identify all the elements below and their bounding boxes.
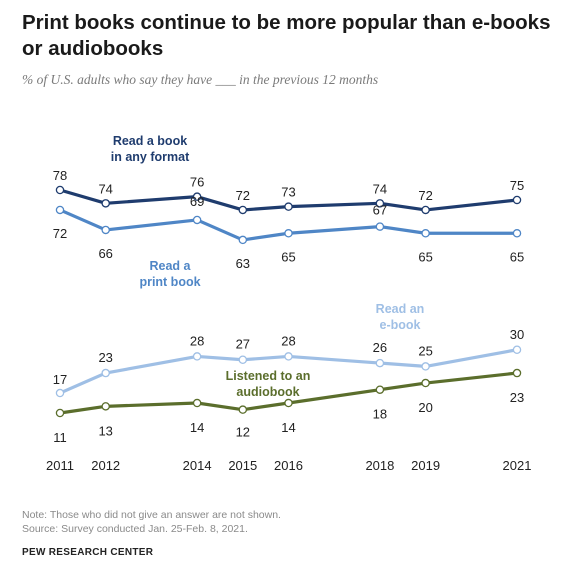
data-label-3-7: 23 bbox=[510, 390, 524, 405]
data-label-2-4: 28 bbox=[281, 333, 295, 348]
data-point-3-1 bbox=[101, 402, 110, 411]
data-label-1-3: 63 bbox=[236, 256, 250, 271]
chart-note: Note: Those who did not give an answer a… bbox=[22, 509, 281, 521]
data-point-2-6 bbox=[421, 362, 430, 371]
data-label-1-0: 72 bbox=[53, 226, 67, 241]
data-label-0-7: 75 bbox=[510, 178, 524, 193]
series-label-0-1: in any format bbox=[111, 150, 190, 164]
data-point-0-3 bbox=[238, 205, 248, 215]
data-point-3-6 bbox=[421, 378, 430, 388]
data-label-0-4: 73 bbox=[281, 185, 295, 200]
data-label-3-2: 14 bbox=[190, 420, 204, 435]
data-label-1-6: 65 bbox=[418, 249, 432, 264]
data-label-3-6: 20 bbox=[418, 400, 432, 415]
data-point-0-2 bbox=[192, 192, 202, 201]
x-tick-label-2: 2014 bbox=[183, 458, 212, 473]
series-line-0 bbox=[58, 188, 519, 212]
data-point-0-5 bbox=[375, 199, 385, 208]
data-label-3-5: 18 bbox=[373, 407, 387, 422]
series-line-1 bbox=[58, 208, 519, 242]
data-label-3-0: 11 bbox=[53, 430, 67, 445]
data-point-2-4 bbox=[284, 352, 293, 361]
data-label-0-2: 76 bbox=[190, 175, 204, 190]
series-label-1-0: Read a bbox=[150, 259, 192, 273]
data-point-0-7 bbox=[512, 195, 522, 205]
data-label-3-4: 14 bbox=[281, 420, 295, 435]
data-point-2-5 bbox=[375, 358, 385, 368]
data-point-2-7 bbox=[512, 345, 522, 355]
data-point-1-3 bbox=[238, 235, 248, 245]
data-label-2-5: 26 bbox=[373, 340, 387, 355]
x-tick-label-6: 2019 bbox=[411, 458, 440, 473]
brand-logo-text: PEW RESEARCH CENTER bbox=[22, 547, 154, 558]
series-label-1-1: print book bbox=[139, 275, 200, 289]
chart-subtitle: % of U.S. adults who say they have ___ i… bbox=[22, 72, 379, 87]
series-line-2 bbox=[58, 348, 519, 395]
data-label-2-2: 28 bbox=[190, 333, 204, 348]
data-label-0-5: 74 bbox=[373, 181, 387, 196]
data-label-0-3: 72 bbox=[236, 188, 250, 203]
data-point-3-5 bbox=[375, 385, 385, 394]
series-line-3 bbox=[58, 371, 519, 415]
data-point-0-6 bbox=[421, 205, 430, 215]
data-point-1-6 bbox=[421, 229, 430, 238]
data-label-1-5: 67 bbox=[373, 203, 387, 218]
data-label-2-3: 27 bbox=[236, 337, 250, 352]
data-label-0-1: 74 bbox=[98, 181, 112, 196]
data-label-1-7: 65 bbox=[510, 249, 524, 264]
chart-source: Source: Survey conducted Jan. 25-Feb. 8,… bbox=[22, 523, 248, 535]
x-tick-label-3: 2015 bbox=[228, 458, 257, 473]
data-label-1-1: 66 bbox=[98, 246, 112, 261]
series-label-2-0: Read an bbox=[376, 302, 425, 316]
data-point-1-5 bbox=[375, 222, 385, 231]
chart-title: Print books continue to be more popular … bbox=[22, 11, 551, 60]
data-point-2-3 bbox=[238, 355, 248, 364]
x-tick-label-1: 2012 bbox=[91, 458, 120, 473]
series-label-2-1: e-book bbox=[380, 318, 421, 332]
data-point-0-4 bbox=[284, 202, 293, 211]
data-label-2-0: 17 bbox=[53, 372, 67, 387]
data-point-1-0 bbox=[55, 205, 65, 215]
data-point-2-1 bbox=[101, 368, 110, 378]
data-point-2-2 bbox=[192, 352, 202, 361]
data-point-0-0 bbox=[55, 185, 65, 195]
data-label-1-2: 69 bbox=[190, 194, 204, 209]
data-point-1-1 bbox=[101, 225, 110, 235]
series-label-3-1: audiobook bbox=[236, 385, 299, 399]
data-point-3-7 bbox=[512, 368, 522, 378]
x-tick-label-4: 2016 bbox=[274, 458, 303, 473]
data-label-3-1: 13 bbox=[98, 423, 112, 438]
data-point-0-1 bbox=[101, 199, 110, 208]
x-tick-label-5: 2018 bbox=[365, 458, 394, 473]
data-label-3-3: 12 bbox=[236, 425, 250, 440]
data-label-2-1: 23 bbox=[98, 350, 112, 365]
data-point-3-2 bbox=[192, 398, 202, 408]
data-label-2-6: 25 bbox=[418, 343, 432, 358]
data-point-3-3 bbox=[238, 405, 248, 414]
data-label-0-6: 72 bbox=[418, 188, 432, 203]
x-tick-label-7: 2021 bbox=[503, 458, 532, 473]
data-point-3-4 bbox=[284, 398, 293, 408]
data-point-1-4 bbox=[284, 229, 293, 238]
data-point-1-7 bbox=[512, 229, 522, 238]
series-label-3-0: Listened to an bbox=[226, 369, 311, 383]
data-label-0-0: 78 bbox=[53, 168, 67, 183]
data-point-2-0 bbox=[55, 388, 65, 398]
line-chart: 78 74 76 72 73 74 72 75 72 66 69 63 65 67 65 65 17 23 28 27… bbox=[46, 134, 532, 473]
data-point-3-0 bbox=[55, 408, 65, 418]
series-label-0-0: Read a book bbox=[113, 134, 187, 148]
x-tick-label-0: 2011 bbox=[46, 458, 74, 473]
data-label-2-7: 30 bbox=[510, 327, 524, 342]
data-label-1-4: 65 bbox=[281, 249, 295, 264]
data-point-1-2 bbox=[192, 215, 202, 225]
